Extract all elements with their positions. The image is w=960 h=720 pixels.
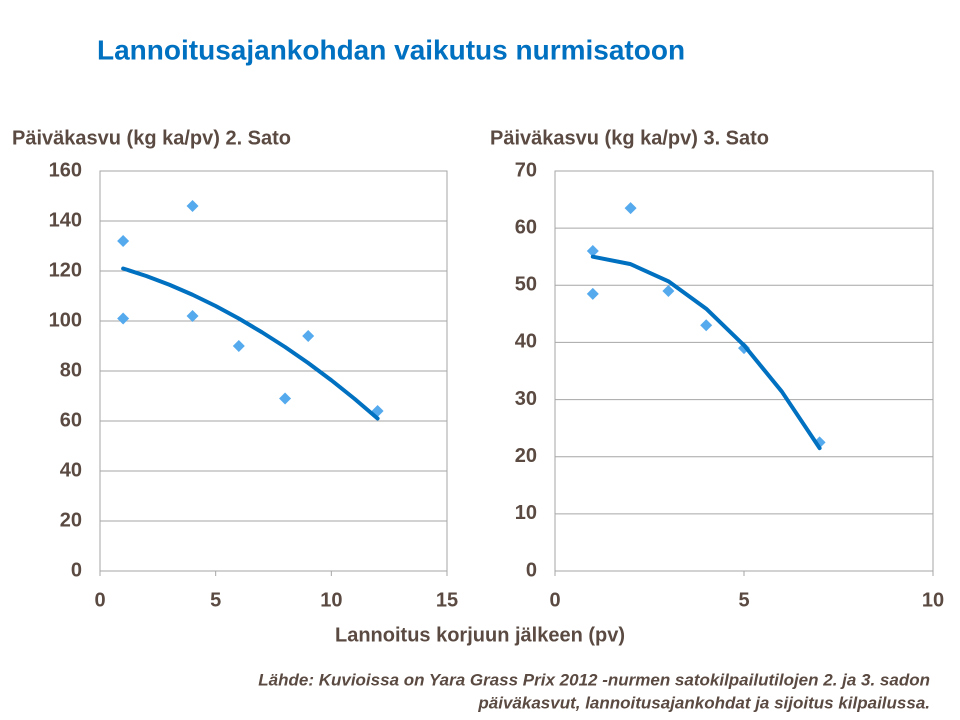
data-point — [186, 310, 199, 322]
x-tick-label: 0 — [94, 589, 105, 611]
trend-line — [590, 254, 822, 451]
y-tick-label: 40 — [60, 459, 82, 481]
y-tick-label: 70 — [515, 159, 537, 181]
source-note: Lähde: Kuvioissa on Yara Grass Prix 2012… — [258, 670, 930, 689]
y-tick-label: 30 — [515, 388, 537, 410]
data-point — [586, 245, 599, 257]
source-note: päiväkasvut, lannoitusajankohdat ja sijo… — [477, 693, 930, 712]
y-tick-label: 60 — [60, 409, 82, 431]
data-point — [117, 235, 130, 247]
data-point — [117, 312, 130, 325]
y-tick-label: 120 — [49, 259, 82, 281]
slide-title: Lannoitusajankohdan vaikutus nurmisatoon — [97, 34, 685, 65]
y-tick-label: 140 — [49, 209, 82, 231]
y-tick-label: 100 — [49, 309, 82, 331]
x-axis-label: Lannoitus korjuun jälkeen (pv) — [335, 624, 625, 646]
plot-border — [99, 170, 448, 572]
x-tick-label: 15 — [436, 589, 458, 611]
data-point — [586, 287, 599, 300]
data-point — [232, 340, 245, 352]
data-point — [279, 392, 292, 405]
x-tick-label: 10 — [320, 589, 342, 611]
y-tick-label: 160 — [49, 159, 82, 181]
data-point — [700, 319, 713, 332]
plot-border — [554, 170, 934, 572]
y-tick-label: 50 — [515, 274, 537, 296]
trend-line — [121, 266, 380, 421]
data-point — [624, 202, 637, 215]
y-tick-label: 80 — [60, 359, 82, 381]
y-axis-title: Päiväkasvu (kg ka/pv) 3. Sato — [490, 127, 769, 149]
y-tick-label: 0 — [526, 559, 537, 581]
data-point — [302, 330, 315, 342]
data-point — [662, 285, 675, 297]
y-tick-label: 20 — [60, 509, 82, 531]
y-tick-label: 40 — [515, 331, 537, 353]
y-tick-label: 0 — [71, 559, 82, 581]
data-point — [186, 200, 199, 212]
y-tick-label: 20 — [515, 445, 537, 467]
x-tick-label: 10 — [922, 589, 944, 611]
x-tick-label: 0 — [549, 589, 560, 611]
y-axis-title: Päiväkasvu (kg ka/pv) 2. Sato — [12, 127, 291, 149]
x-tick-label: 5 — [738, 589, 749, 611]
x-tick-label: 5 — [210, 589, 221, 611]
y-tick-label: 10 — [515, 502, 537, 524]
y-tick-label: 60 — [515, 216, 537, 238]
